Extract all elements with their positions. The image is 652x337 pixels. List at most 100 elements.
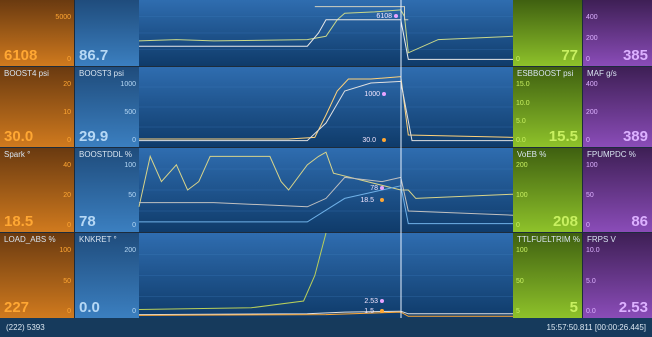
row3-left2-value: 78 xyxy=(79,213,96,230)
row3-right-tick: 200 xyxy=(516,162,528,169)
row3-left2-tick: 0 xyxy=(132,222,136,229)
row2-right2-tick: 400 xyxy=(586,81,598,88)
row3-left2-label: BOOSTDDL % xyxy=(79,150,133,159)
row1-trace xyxy=(138,9,514,54)
row3-marker-label: 18.5 xyxy=(360,197,374,204)
row2-left2-label: BOOST3 psi xyxy=(79,69,124,78)
row2-marker-label: 1000 xyxy=(364,91,380,98)
row3-right-value: 208 xyxy=(552,213,578,230)
row4-trace xyxy=(138,311,513,317)
row2-left2-tick: 0 xyxy=(132,137,136,144)
row4-right-label: TTLFUELTRIM % xyxy=(517,235,580,244)
status-bar: (222) 5393 15:57:50.811 [00:00:26.445] xyxy=(0,318,652,337)
row2-right-tick: 10.0 xyxy=(516,99,530,107)
status-right: 15:57:50.811 [00:00:26.445] xyxy=(546,323,647,332)
row4-left-tick: 100 xyxy=(59,247,71,254)
row3-right2-tick: 50 xyxy=(586,192,594,199)
row2-right-panel[interactable]: ESBBOOST psi 15.5 15.0 10.0 5.0 0.0 xyxy=(513,67,582,147)
row4-marker-label: 1.5 xyxy=(364,308,374,315)
row4-left2-value: 0.0 xyxy=(79,299,100,316)
row4-right2-tick: 5.0 xyxy=(586,277,596,285)
row2-left-value: 30.0 xyxy=(4,128,34,145)
row1-right-tick: 0 xyxy=(516,56,520,63)
row1-right2-tick: 0 xyxy=(586,56,590,63)
row3-right-tick: 100 xyxy=(516,192,528,199)
row4-left2-tick: 0 xyxy=(132,308,136,315)
row3-right2-label: FPUMPDC % xyxy=(587,150,636,159)
row2-right2-tick: 200 xyxy=(586,109,598,116)
row3-left-tick: 40 xyxy=(63,162,71,169)
row3-left-tick: 20 xyxy=(63,192,71,199)
row4-trace xyxy=(138,310,513,316)
row3-left2-tick: 50 xyxy=(128,192,136,199)
row3-left2-panel[interactable]: BOOSTDDL % 78 100 50 0 xyxy=(75,148,139,232)
row1-left-tick: 5000 xyxy=(55,14,71,21)
row4-right-value: 5 xyxy=(569,299,578,316)
row1-right-value: 77 xyxy=(561,47,578,64)
row2-right2-panel[interactable]: MAF g/s 389 400 200 0 xyxy=(583,67,652,147)
row1-left2-panel[interactable]: 86.7 xyxy=(75,0,139,66)
row3-right-panel[interactable]: VoEB % 208 200 100 0 xyxy=(513,148,582,232)
row2-left2-panel[interactable]: BOOST3 psi 29.9 1000 500 0 xyxy=(75,67,139,147)
row1-right-panel[interactable]: 77 0 xyxy=(513,0,582,66)
row2-right2-label: MAF g/s xyxy=(587,69,617,78)
marker-dot xyxy=(380,186,384,190)
row1-right2-panel[interactable]: 385 400 200 0 xyxy=(583,0,652,66)
row1-trace xyxy=(314,6,409,21)
row2-right2-tick: 0 xyxy=(586,137,590,144)
row1-left-panel[interactable]: 6108 5000 0 xyxy=(0,0,74,66)
row4-trace xyxy=(138,232,327,310)
row4-left2-tick: 200 xyxy=(124,247,136,254)
row2-left-panel[interactable]: BOOST4 psi 30.0 20 10 0 xyxy=(0,67,74,147)
row4-right2-panel[interactable]: FRPS V 2.53 10.0 5.0 0.0 xyxy=(583,233,652,318)
marker-dot xyxy=(382,92,386,96)
row4-right2-label: FRPS V xyxy=(587,235,616,244)
row3-right-label: VoEB % xyxy=(517,150,547,159)
row4-right-tick: 100 xyxy=(516,247,528,254)
marker-dot xyxy=(380,309,384,313)
row2-right-tick: 5.0 xyxy=(516,118,526,126)
row4-left2-panel[interactable]: KNKRET ° 0.0 200 0 xyxy=(75,233,139,318)
row2-trace xyxy=(139,76,514,140)
row1-marker-label: 6108 xyxy=(376,13,392,20)
row4-right-tick: 5 xyxy=(516,308,520,315)
row3-right-tick: 0 xyxy=(516,222,520,229)
row2-left-tick: 10 xyxy=(63,109,71,116)
status-left: (222) 5393 xyxy=(6,323,45,332)
row4-left-panel[interactable]: LOAD_ABS % 227 100 50 0 xyxy=(0,233,74,318)
row2-marker-label: 30.0 xyxy=(362,137,376,144)
row3-left2-tick: 100 xyxy=(124,162,136,169)
row3-right2-value: 86 xyxy=(631,213,648,230)
row3-right2-tick: 0 xyxy=(586,222,590,229)
row1-left2-value: 86.7 xyxy=(79,47,109,64)
row4-right-panel[interactable]: TTLFUELTRIM % 5 100 50 5 xyxy=(513,233,582,318)
row3-left-label: Spark ° xyxy=(4,150,31,159)
row3-left-panel[interactable]: Spark ° 18.5 40 20 0 xyxy=(0,148,74,232)
row2-right2-value: 389 xyxy=(622,128,648,145)
marker-dot xyxy=(394,14,398,18)
row3-left-tick: 0 xyxy=(67,222,71,229)
row2-left-tick: 20 xyxy=(63,81,71,88)
row1-plot-bg xyxy=(139,0,513,66)
marker-dot xyxy=(380,198,384,202)
marker-dot xyxy=(380,299,384,303)
row2-left2-tick: 1000 xyxy=(120,81,136,88)
row2-left-label: BOOST4 psi xyxy=(4,69,49,78)
row2-right-tick: 0.0 xyxy=(516,137,526,144)
row2-right-tick: 15.0 xyxy=(516,81,530,88)
row4-left-value: 227 xyxy=(4,299,30,316)
marker-dot xyxy=(382,138,386,142)
row1-left-tick: 0 xyxy=(67,56,71,63)
row2-left2-value: 29.9 xyxy=(79,128,109,145)
row4-plot-bg xyxy=(139,233,513,318)
row4-left-tick: 0 xyxy=(67,308,71,315)
row1-left-value: 6108 xyxy=(4,47,38,64)
row1-right2-tick: 200 xyxy=(586,35,598,42)
row3-right2-panel[interactable]: FPUMPDC % 86 100 50 0 xyxy=(583,148,652,232)
row4-left2-label: KNKRET ° xyxy=(79,235,117,244)
row4-marker-label: 2.53 xyxy=(364,298,378,305)
row3-left-value: 18.5 xyxy=(4,213,34,230)
row2-left-tick: 0 xyxy=(67,137,71,144)
row3-plot-bg xyxy=(139,148,513,232)
